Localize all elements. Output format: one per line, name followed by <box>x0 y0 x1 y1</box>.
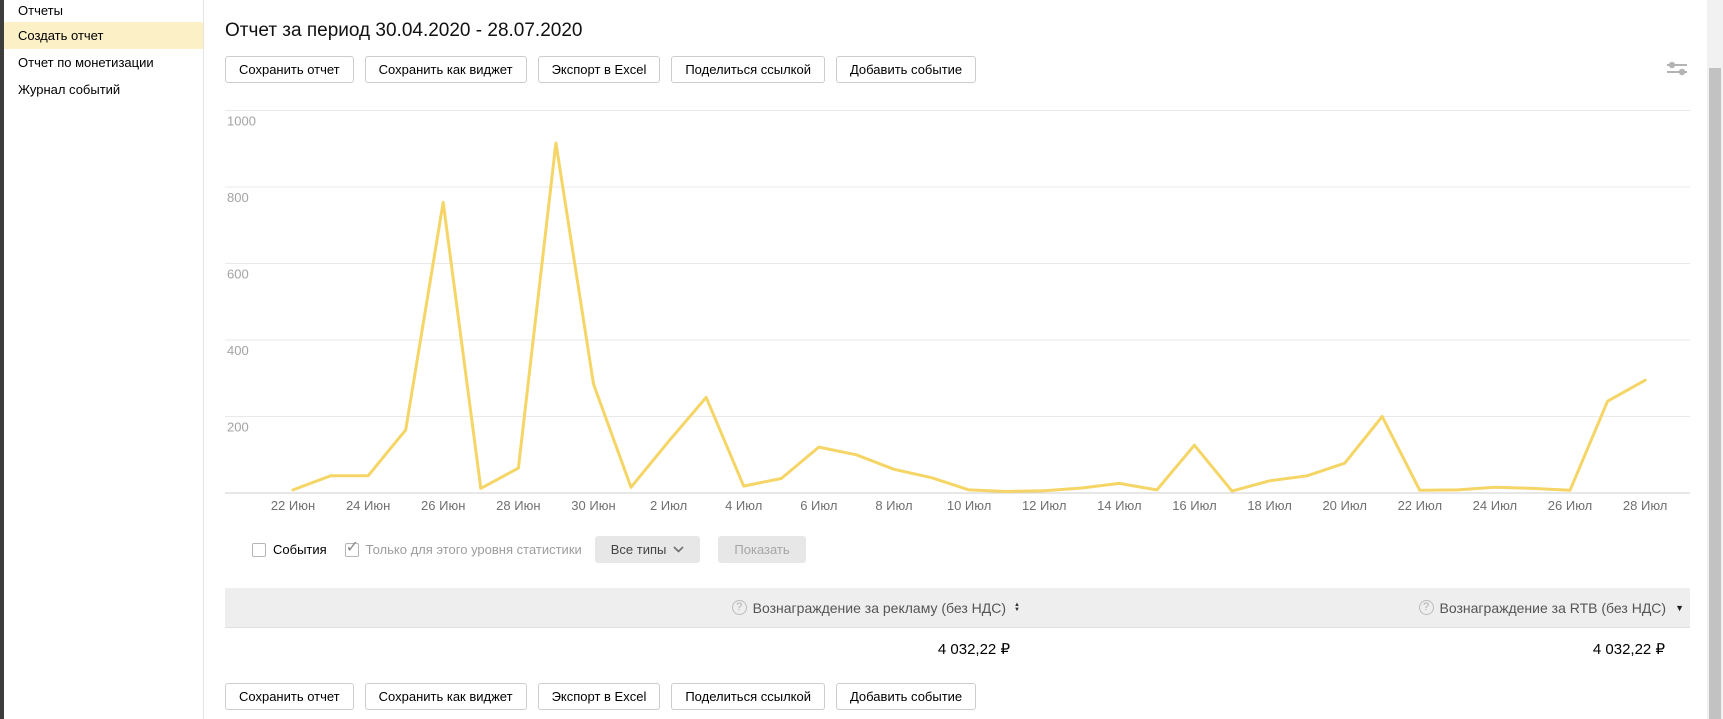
x-axis-label: 26 Июн <box>421 498 465 513</box>
sidebar-item-event-log[interactable]: Журнал событий <box>18 82 121 97</box>
x-axis-label: 2 Июл <box>650 498 687 513</box>
x-axis-label: 28 Июн <box>496 498 540 513</box>
page-title: Отчет за период 30.04.2020 - 28.07.2020 <box>225 20 583 41</box>
sidebar-item-create-report[interactable]: Создать отчет <box>4 22 203 49</box>
column-header-rtb-reward[interactable]: ? Вознаграждение за RTB (без НДС) ▼ <box>1022 588 1690 627</box>
scrollbar-thumb[interactable] <box>1709 68 1721 719</box>
vertical-scrollbar[interactable] <box>1707 0 1723 719</box>
data-series-line <box>291 141 1647 493</box>
y-axis-label: 200 <box>227 420 249 435</box>
x-axis-label: 16 Июл <box>1172 498 1216 513</box>
rtb-reward-value: 4 032,22 ₽ <box>1592 640 1665 658</box>
toolbar-top: Сохранить отчет Сохранить как виджет Экс… <box>225 56 977 83</box>
x-axis-label: 28 Июл <box>1623 498 1667 513</box>
x-axis-label: 30 Июн <box>571 498 615 513</box>
events-checkbox[interactable] <box>252 542 266 557</box>
sort-desc-icon: ▼ <box>1675 602 1684 613</box>
x-axis-label: 20 Июл <box>1322 498 1366 513</box>
x-axis-label: 12 Июл <box>1022 498 1066 513</box>
check-icon: ✓ <box>345 538 360 556</box>
save-as-widget-button[interactable]: Сохранить как виджет <box>364 56 527 83</box>
export-excel-button[interactable]: Экспорт в Excel <box>537 683 661 710</box>
save-report-button[interactable]: Сохранить отчет <box>225 683 354 710</box>
events-controls-row: События ✓ Только для этого уровня статис… <box>252 536 806 563</box>
column-header-label: Вознаграждение за рекламу (без НДС) <box>752 599 1007 616</box>
event-type-dropdown-label: Все типы <box>610 542 667 557</box>
x-axis-label: 26 Июл <box>1548 498 1592 513</box>
chart-settings-sliders-icon[interactable] <box>1664 58 1690 80</box>
x-axis-label: 6 Июл <box>800 498 837 513</box>
ad-reward-value: 4 032,22 ₽ <box>937 640 1010 658</box>
chart-canvas: 200 400 600 800 1000 22 Июн 24 Июн 26 Июн 28 Июн… <box>225 110 1690 513</box>
save-report-button[interactable]: Сохранить отчет <box>225 56 354 83</box>
x-axis-label: 18 Июл <box>1247 498 1291 513</box>
show-events-button[interactable]: Показать <box>718 536 806 563</box>
export-excel-button[interactable]: Экспорт в Excel <box>537 56 661 83</box>
y-axis-label: 1000 <box>227 114 256 129</box>
sidebar: Отчеты Создать отчет Отчет по монетизаци… <box>4 0 204 719</box>
help-question-icon[interactable]: ? <box>1418 600 1434 615</box>
y-axis-label: 400 <box>227 343 249 358</box>
x-axis-label: 24 Июн <box>346 498 390 513</box>
x-axis-label: 10 Июл <box>947 498 991 513</box>
line-chart: 200 400 600 800 1000 22 Июн 24 Июн 26 Июн 28 Июн… <box>204 95 1704 525</box>
x-axis-label: 4 Июл <box>725 498 762 513</box>
add-event-button[interactable]: Добавить событие <box>835 56 977 83</box>
x-axis-label: 22 Июн <box>271 498 315 513</box>
table-values-row: 4 032,22 ₽ 4 032,22 ₽ <box>225 628 1690 669</box>
events-checkbox-label[interactable]: События <box>273 542 327 557</box>
x-axis-label: 8 Июл <box>875 498 912 513</box>
y-axis-label: 800 <box>227 190 249 205</box>
sidebar-item-reports[interactable]: Отчеты <box>18 3 63 18</box>
share-link-button[interactable]: Поделиться ссылкой <box>671 56 825 83</box>
x-axis-label: 24 Июл <box>1473 498 1517 513</box>
x-axis-label: 22 Июл <box>1398 498 1442 513</box>
sort-both-icon: ▲ ▼ <box>1014 601 1020 613</box>
collapsed-panel-edge <box>0 0 4 719</box>
share-link-button[interactable]: Поделиться ссылкой <box>671 683 825 710</box>
help-question-icon[interactable]: ? <box>731 600 747 615</box>
chevron-down-icon <box>673 546 684 553</box>
sidebar-item-monetization-report[interactable]: Отчет по монетизации <box>18 55 154 70</box>
only-this-level-label: Только для этого уровня статистики <box>365 542 582 557</box>
add-event-button[interactable]: Добавить событие <box>835 683 977 710</box>
x-axis-label: 14 Июл <box>1097 498 1141 513</box>
event-type-dropdown[interactable]: Все типы <box>594 536 701 563</box>
column-header-ad-reward[interactable]: ? Вознаграждение за рекламу (без НДС) ▲ ▼ <box>225 588 1022 627</box>
only-this-level-checkbox[interactable]: ✓ <box>344 539 359 557</box>
toolbar-bottom: Сохранить отчет Сохранить как виджет Экс… <box>225 683 977 710</box>
column-header-label: Вознаграждение за RTB (без НДС) <box>1439 599 1667 616</box>
table-header: ? Вознаграждение за рекламу (без НДС) ▲ ▼… <box>225 588 1690 628</box>
y-axis-label: 600 <box>227 267 249 282</box>
save-as-widget-button[interactable]: Сохранить как виджет <box>364 683 527 710</box>
